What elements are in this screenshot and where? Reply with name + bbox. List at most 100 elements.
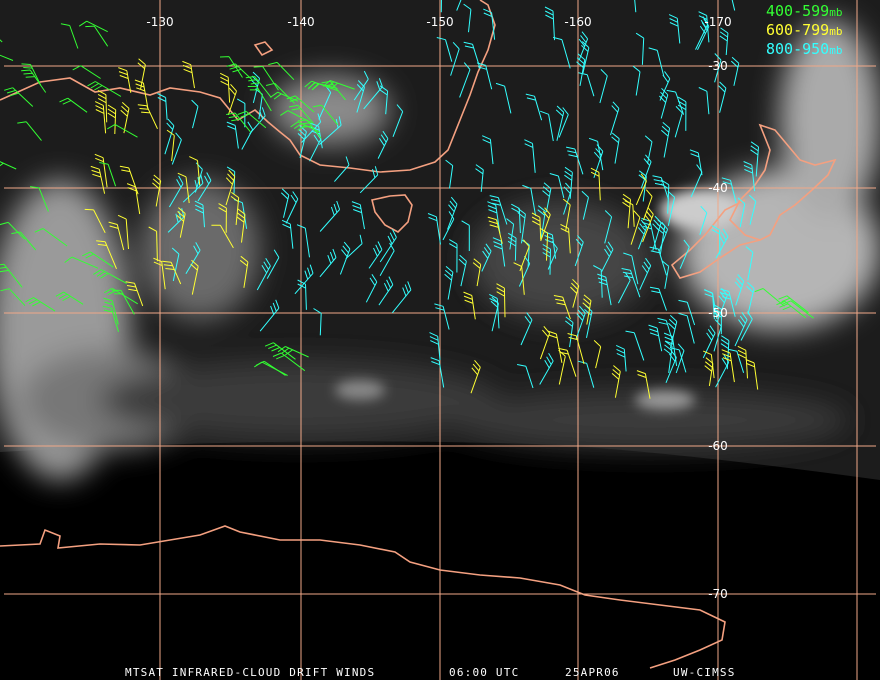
wind-barb [731, 0, 736, 11]
caption-date: 25APR06 [565, 666, 620, 679]
wind-barb [635, 173, 647, 206]
wind-barb [272, 352, 306, 372]
wind-barb [578, 72, 595, 97]
wind-barb [379, 85, 389, 115]
wind-barb [525, 93, 543, 121]
wind-barb [734, 274, 745, 306]
wind-barb [703, 289, 718, 320]
wind-barb [87, 81, 122, 97]
wind-barb [743, 161, 756, 192]
wind-barb [429, 332, 441, 360]
wind-barb [542, 182, 552, 213]
caption: MTSAT INFRARED-CLOUD DRIFT WINDS 06:00 UT… [125, 666, 734, 679]
wind-barb [227, 83, 237, 116]
wind-barb [590, 167, 601, 201]
wind-barb [734, 312, 748, 347]
wind-barb [567, 333, 585, 365]
wind-barb [444, 266, 454, 300]
wind-barb [702, 325, 716, 359]
wind-barb [447, 196, 458, 230]
wind-barb [601, 241, 614, 273]
wind-barb [540, 110, 554, 142]
wind-barb [345, 234, 363, 260]
wind-barb [107, 104, 117, 135]
wind-barb [280, 110, 312, 124]
wind-barb [576, 53, 586, 86]
wind-barb [55, 291, 84, 305]
wind-barb [540, 207, 551, 242]
wind-barb [259, 299, 280, 332]
wind-barb [34, 228, 68, 247]
wind-barb [59, 97, 88, 113]
wind-barb [226, 121, 239, 149]
wind-barb [450, 41, 460, 76]
wind-barb [351, 201, 365, 230]
wind-barb [4, 87, 34, 107]
wind-barb [82, 251, 114, 268]
wind-barb [440, 0, 442, 13]
wind-barb [745, 246, 754, 281]
wind-barb [604, 210, 613, 244]
wind-barb [698, 87, 710, 115]
wind-barb [716, 287, 728, 322]
legend-entry: 800-950mb [766, 40, 842, 58]
wind-barb [489, 293, 500, 329]
wind-barb [458, 254, 467, 287]
labels: -130 -140 -150 -160 -170 -30 -40 -50 -60 -70 [146, 15, 731, 601]
legend-unit: mb [829, 6, 842, 19]
wind-barb [649, 286, 667, 311]
wind-barb [359, 166, 379, 194]
wind-barb [565, 146, 584, 175]
wind-barb [537, 205, 546, 239]
wind-barb [610, 101, 620, 136]
wind-barb [236, 208, 246, 243]
wind-barb [652, 175, 669, 200]
wind-barb [94, 153, 108, 188]
wind-barb [296, 224, 310, 258]
coastline [0, 0, 496, 173]
wind-barb [663, 332, 678, 366]
wind-barb [558, 107, 569, 138]
wind-barb [549, 173, 565, 199]
wind-barb [449, 239, 458, 273]
wind-barb [642, 206, 654, 243]
wind-barb [84, 208, 106, 234]
wind-barb [622, 193, 631, 229]
wind-barb [593, 340, 602, 369]
wind-barb [245, 76, 272, 98]
wind-barb [379, 242, 395, 276]
wind-barb [459, 62, 471, 98]
wind-barb [652, 215, 662, 251]
coastlines [0, 0, 837, 669]
wind-barb [85, 25, 109, 47]
wind-barb [190, 259, 199, 295]
wind-barb [721, 349, 735, 383]
wind-barb [339, 241, 351, 275]
wind-barb [713, 319, 722, 352]
wind-barb [297, 125, 307, 159]
wind-barb [689, 149, 703, 176]
wind-barb [218, 203, 227, 233]
wind-barb [277, 346, 309, 358]
wind-barb [663, 340, 673, 373]
wind-barb [659, 87, 669, 119]
wind-barb [721, 177, 737, 204]
latitude-label: -50 [708, 306, 728, 320]
wind-barb [436, 37, 453, 62]
wind-barb [666, 89, 685, 115]
wind-barb [481, 243, 492, 272]
wind-barb [677, 96, 687, 131]
wind-barb [104, 287, 138, 305]
wind-barb [670, 347, 687, 373]
wind-barb [648, 324, 663, 352]
wind-barb [623, 252, 639, 285]
wind-barb [599, 69, 608, 104]
wind-barb [64, 256, 99, 269]
wind-barb [727, 348, 745, 373]
wind-barb [660, 179, 670, 214]
wind-barb [674, 106, 683, 138]
wind-barb [225, 169, 236, 206]
wind-barb [0, 221, 26, 240]
wind-barb [266, 249, 280, 279]
